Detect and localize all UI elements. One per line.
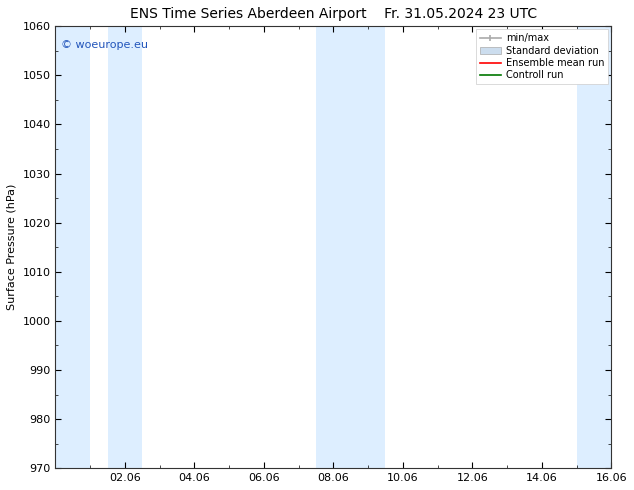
Bar bbox=[316, 26, 385, 468]
Title: ENS Time Series Aberdeen Airport    Fr. 31.05.2024 23 UTC: ENS Time Series Aberdeen Airport Fr. 31.… bbox=[130, 7, 537, 21]
Legend: min/max, Standard deviation, Ensemble mean run, Controll run: min/max, Standard deviation, Ensemble me… bbox=[476, 29, 609, 84]
Bar bbox=[108, 26, 142, 468]
Bar bbox=[576, 26, 611, 468]
Bar bbox=[56, 26, 90, 468]
Y-axis label: Surface Pressure (hPa): Surface Pressure (hPa) bbox=[7, 184, 17, 311]
Text: © woeurope.eu: © woeurope.eu bbox=[61, 40, 148, 49]
